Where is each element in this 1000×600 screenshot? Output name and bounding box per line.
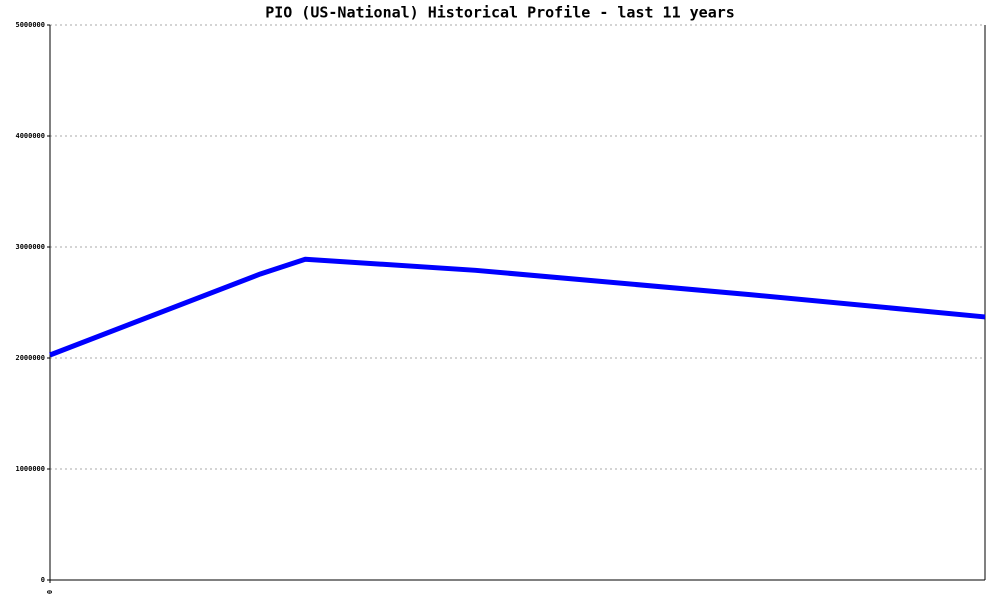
data-line — [49, 256, 986, 358]
y-tick-label: 1000000 — [15, 465, 45, 473]
y-tick-label: 4000000 — [15, 132, 45, 140]
y-tick-label: 5000000 — [15, 21, 45, 29]
y-tick-label: 2000000 — [15, 354, 45, 362]
chart-title: PIO (US-National) Historical Profile - l… — [265, 4, 735, 22]
y-tick-label: 3000000 — [15, 243, 45, 251]
y-tick-label: 0 — [41, 576, 45, 584]
x-tick-label: 0 — [46, 590, 54, 594]
